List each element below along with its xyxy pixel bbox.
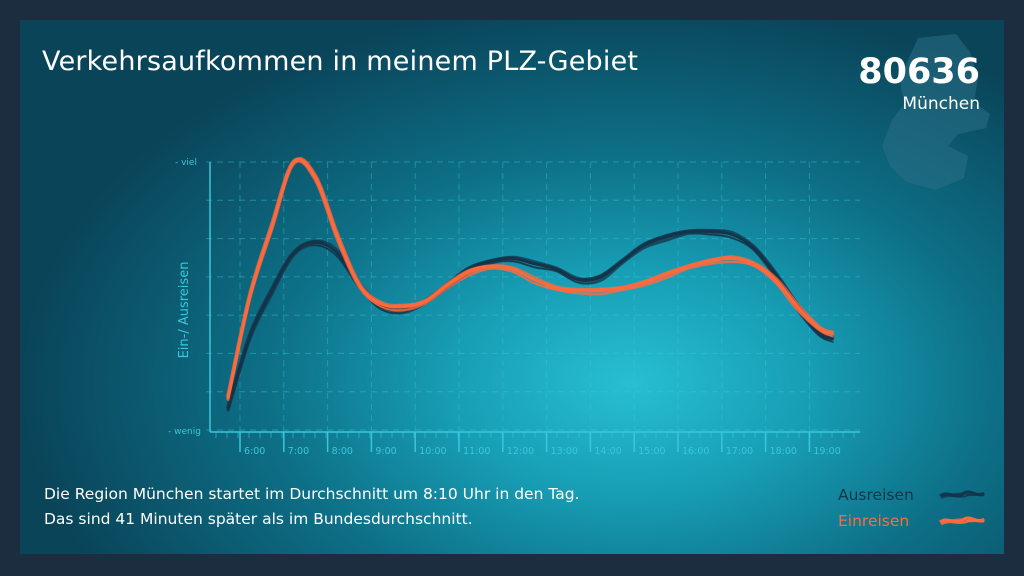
chart-grid [206, 161, 860, 431]
x-tick-label: 18:00 [770, 446, 797, 457]
x-tick-label: 17:00 [726, 446, 753, 457]
x-tick-label: 19:00 [813, 446, 840, 457]
caption-line-2: Das sind 41 Minuten später als im Bundes… [44, 510, 473, 528]
legend-item-einreisen: Einreisen [838, 508, 986, 534]
series-line-einreisen [225, 157, 833, 398]
x-tick-label: 15:00 [638, 446, 665, 457]
caption-line-1: Die Region München startet im Durchschni… [44, 485, 580, 503]
y-axis-bottom-label: - wenig [168, 427, 201, 437]
chart-axes: Ein-/ Ausreisen - viel - wenig 6:00 7:00 8… [168, 158, 860, 457]
series-line-ausreisen [227, 232, 834, 412]
legend-label-einreisen: Einreisen [838, 512, 910, 530]
x-tick-label: 10:00 [419, 446, 446, 457]
x-tick-label: 11:00 [463, 446, 490, 457]
page-title: Verkehrsaufkommen in meinem PLZ-Gebiet [42, 46, 639, 77]
postal-code: 80636 [858, 52, 980, 92]
x-tick-label: 14:00 [594, 446, 621, 457]
x-tick-label: 8:00 [332, 446, 353, 457]
x-tick-label: 13:00 [551, 446, 578, 457]
traffic-line-chart: Ein-/ Ausreisen - viel - wenig 6:00 7:00 8… [168, 157, 860, 457]
legend-item-ausreisen: Ausreisen [838, 482, 986, 508]
x-tick-label: 16:00 [682, 446, 709, 457]
x-tick-label: 12:00 [507, 446, 534, 457]
region-map-shape [882, 34, 990, 190]
series-line-ausreisen [225, 229, 833, 409]
city-name: München [902, 94, 980, 114]
series-line-einreisen-group [225, 157, 835, 402]
y-axis-label: Ein-/ Ausreisen [177, 262, 192, 359]
legend-swatch-ausreisen [939, 490, 985, 499]
series-line-einreisen [228, 157, 835, 398]
infographic-panel: Verkehrsaufkommen in meinem PLZ-Gebiet 8… [20, 20, 1004, 554]
chart-legend: Ausreisen Einreisen [838, 482, 986, 534]
y-axis-top-label: - viel [175, 158, 197, 168]
series-line-ausreisen-group [225, 228, 835, 412]
x-tick-label: 9:00 [375, 446, 396, 457]
series-line-einreisen [226, 157, 835, 400]
legend-swatch-einreisen [939, 516, 985, 526]
legend-label-ausreisen: Ausreisen [838, 486, 914, 504]
chart-series [225, 157, 835, 412]
series-line-ausreisen [228, 228, 835, 408]
series-line-einreisen [227, 161, 834, 402]
summary-caption: Die Region München startet im Durchschni… [44, 482, 580, 532]
x-tick-label: 6:00 [244, 446, 265, 457]
x-tick-label: 7:00 [288, 446, 309, 457]
